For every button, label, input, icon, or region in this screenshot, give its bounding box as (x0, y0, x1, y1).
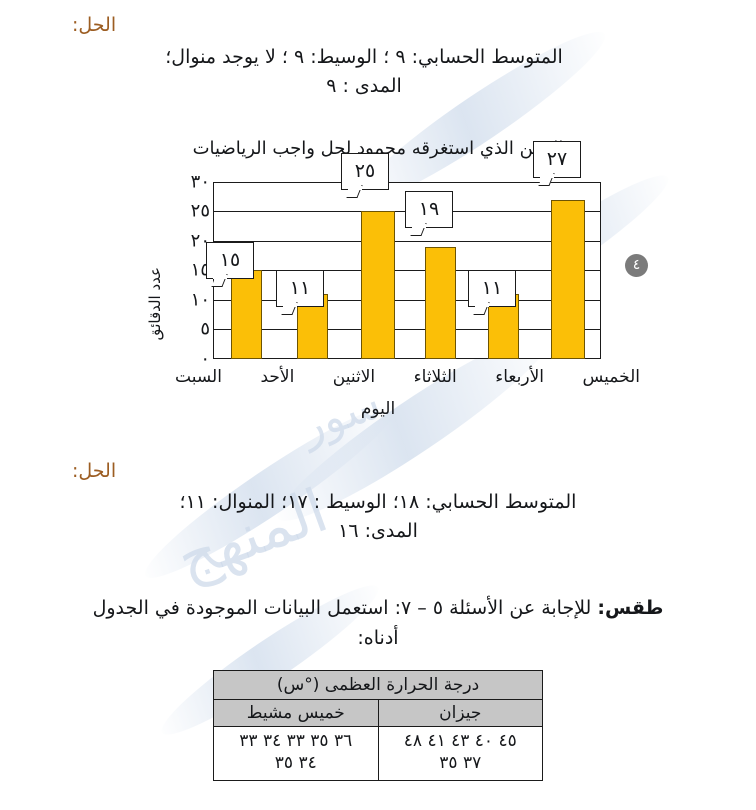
y-tick-label: ٢٥ (190, 200, 210, 222)
x-tick-label-althulatha: الثلاثاء (413, 366, 457, 387)
temperature-table: درجة الحرارة العظمى (°س) جيزان خميس مشيط… (213, 669, 543, 782)
chart-y-axis-title: عدد الدقائق (146, 266, 164, 341)
y-tick-label: ٥ (200, 318, 210, 340)
y-tick-label: ١٥ (190, 259, 210, 281)
solution-2-line-2: المدى: ١٦ (338, 520, 418, 543)
chart-y-axis-labels: ٣٠ ٢٥ ٢٠ ١٥ ١٠ ٥ ٠ (170, 171, 210, 369)
khamis-values-line-2: ٣٤ ٣٥ (274, 753, 317, 774)
bar-value-callout-alsabt: ٢٧ (533, 140, 581, 186)
jizan-values-line-2: ٣٧ ٣٥ (439, 753, 482, 774)
x-tick-label-alithnayn: الاثنين (332, 366, 376, 387)
y-tick-label: ٠ (200, 348, 210, 370)
weather-prompt: طقس: للإجابة عن الأسئلة ٥ – ٧: استعمل ال… (0, 593, 756, 654)
x-tick-label-alahad: الأحد (260, 366, 295, 387)
table-caption: درجة الحرارة العظمى (°س) (213, 669, 543, 700)
bar-value-callout-alkhamis: ١٥ (206, 241, 254, 287)
solution-2-line-1: المتوسط الحسابي: ١٨؛ الوسيط : ١٧؛ المنوا… (179, 490, 577, 513)
temperature-table-container: درجة الحرارة العظمى (°س) جيزان خميس مشيط… (0, 669, 756, 782)
chart-plot-area: ١٥ ١١ ٢٥ ١٩ ١١ (206, 140, 601, 359)
bar-value-callout-alahad: ١١ (468, 269, 516, 315)
gridline (213, 329, 601, 331)
gridline (213, 240, 601, 242)
x-tick-label-alkhamis: الخميس (582, 366, 640, 387)
x-tick-label-alsabt: السبت (175, 366, 222, 387)
solution-1-line-2: المدى : ٩ (326, 75, 402, 98)
table-column-header-khamis-mushait: خميس مشيط (213, 698, 379, 727)
bar-chart-figure: ٤ الزمن الذي استغرقه محمود لحل واجب الري… (0, 124, 756, 444)
solution-block-1: الحل: المتوسط الحسابي: ٩ ؛ الوسيط: ٩ ؛ ل… (0, 0, 756, 102)
bar-alsabt (551, 199, 585, 359)
solution-block-2: الحل: المتوسط الحسابي: ١٨؛ الوسيط : ١٧؛ … (0, 460, 756, 547)
weather-prompt-text: للإجابة عن الأسئلة ٥ – ٧: استعمل البيانا… (92, 596, 598, 650)
khamis-values-line-1: ٣٦ ٣٥ ٣٣ ٣٤ ٣٣ (239, 730, 353, 751)
bar-alkhamis (231, 270, 262, 359)
worksheet-page: الحل: المتوسط الحسابي: ٩ ؛ الوسيط: ٩ ؛ ل… (0, 0, 756, 782)
jizan-values-line-1: ٤٥ ٤٠ ٤٣ ٤١ ٤٨ (403, 730, 517, 751)
gridline (213, 270, 601, 272)
x-tick-label-alarbiaa: الأربعاء (495, 366, 544, 387)
table-column-header-jizan: جيزان (377, 698, 543, 727)
bar-value-callout-alarbiaa: ١١ (276, 269, 324, 315)
bar-alithnayn (425, 246, 456, 359)
bar-value-label: ١١ (481, 276, 503, 299)
y-tick-label: ٢٠ (190, 230, 210, 252)
chart-x-axis-title: اليوم (360, 398, 396, 419)
weather-prompt-label: طقس: (597, 596, 664, 619)
bar-value-callout-alithnayn: ١٩ (405, 190, 453, 236)
table-row: ٤٥ ٤٠ ٤٣ ٤١ ٤٨ ٣٧ ٣٥ ٣٦ ٣٥ ٣٣ ٣٤ ٣٣ ٣٤ ٣… (213, 725, 543, 782)
solution-1-line-1: المتوسط الحسابي: ٩ ؛ الوسيط: ٩ ؛ لا يوجد… (165, 46, 563, 68)
y-tick-label: ٣٠ (190, 171, 210, 193)
bar-value-label: ١١ (289, 276, 311, 299)
bar-value-label: ٢٥ (354, 159, 376, 182)
solution-2-heading: الحل: (72, 459, 117, 482)
chart-x-axis-labels: الخميس الأربعاء الثلاثاء الاثنين الأحد ا… (175, 367, 640, 387)
bar-value-label: ١٥ (219, 248, 241, 271)
bar-value-label: ٢٧ (546, 147, 568, 170)
table-header-row: جيزان خميس مشيط (213, 698, 543, 727)
question-number-badge: ٤ (625, 253, 648, 277)
table-cell-khamis-values: ٣٦ ٣٥ ٣٣ ٣٤ ٣٣ ٣٤ ٣٥ (213, 725, 379, 782)
table-caption-row: درجة الحرارة العظمى (°س) (213, 669, 543, 700)
y-tick-label: ١٠ (190, 289, 210, 311)
bar-value-label: ١٩ (418, 197, 440, 220)
bar-value-callout-althulatha: ٢٥ (341, 152, 389, 198)
table-cell-jizan-values: ٤٥ ٤٠ ٤٣ ٤١ ٤٨ ٣٧ ٣٥ (377, 725, 543, 782)
solution-1-heading: الحل: (72, 14, 117, 36)
gridline (213, 299, 601, 301)
bar-althulatha (361, 211, 395, 359)
